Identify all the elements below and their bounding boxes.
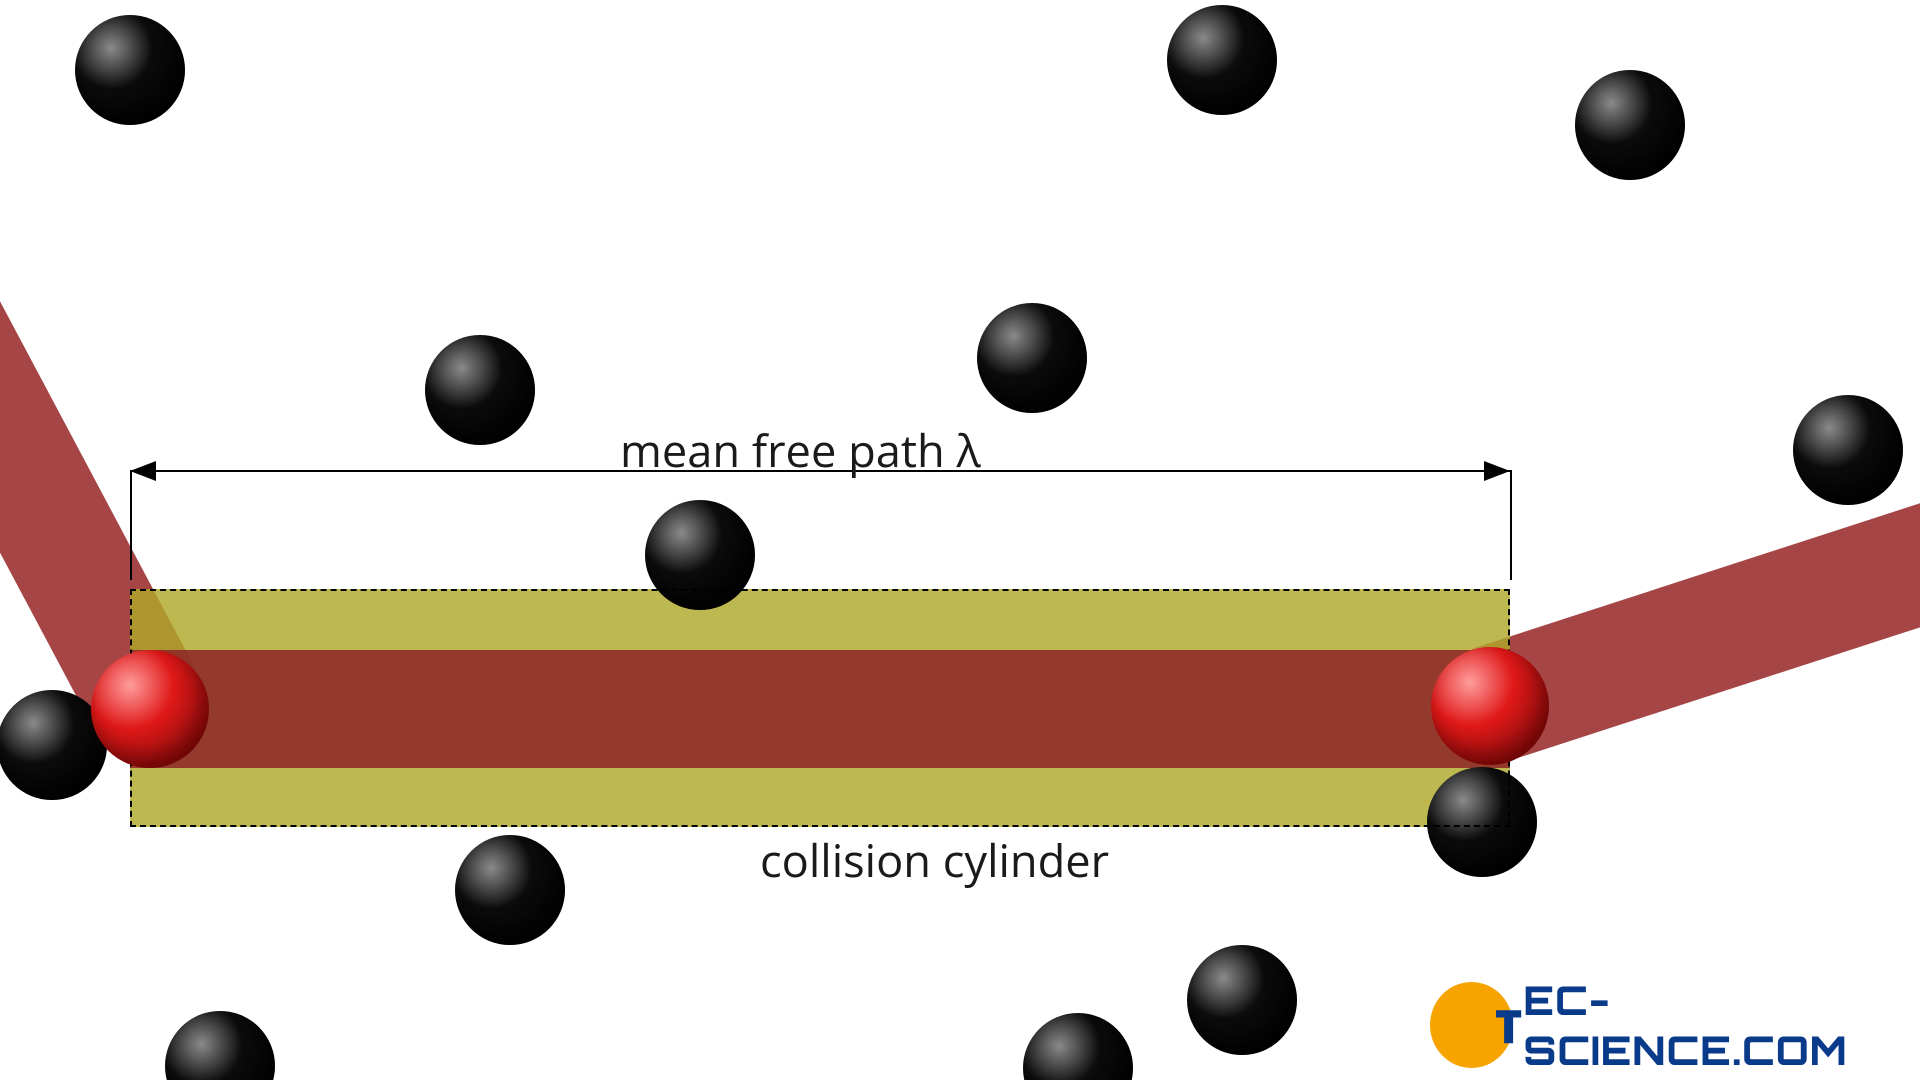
gas-particle <box>1575 70 1685 180</box>
tracked-particle <box>1431 647 1549 765</box>
gas-particle <box>75 15 185 125</box>
gas-particle <box>977 303 1087 413</box>
tracked-particle <box>91 650 209 768</box>
gas-particle <box>425 335 535 445</box>
arrowhead-left-icon <box>130 461 156 481</box>
brand-logo-text: EC-SCIENCE.COM <box>1523 975 1920 1075</box>
gas-particle <box>1167 5 1277 115</box>
gas-particle <box>1793 395 1903 505</box>
dimension-extension-line <box>1510 470 1512 580</box>
gas-particle <box>455 835 565 945</box>
gas-particle <box>165 1011 275 1080</box>
dimension-extension-line <box>130 470 132 580</box>
brand-logo-t: T <box>1495 993 1523 1057</box>
arrowhead-right-icon <box>1484 461 1510 481</box>
gas-particle <box>1187 945 1297 1055</box>
brand-logo: TEC-SCIENCE.COM <box>1430 975 1920 1075</box>
collision-cylinder-label: collision cylinder <box>760 830 1109 891</box>
mean-free-path-label: mean free path λ <box>620 420 981 481</box>
collision-cylinder-outline <box>130 589 1510 827</box>
gas-particle <box>1023 1013 1133 1080</box>
